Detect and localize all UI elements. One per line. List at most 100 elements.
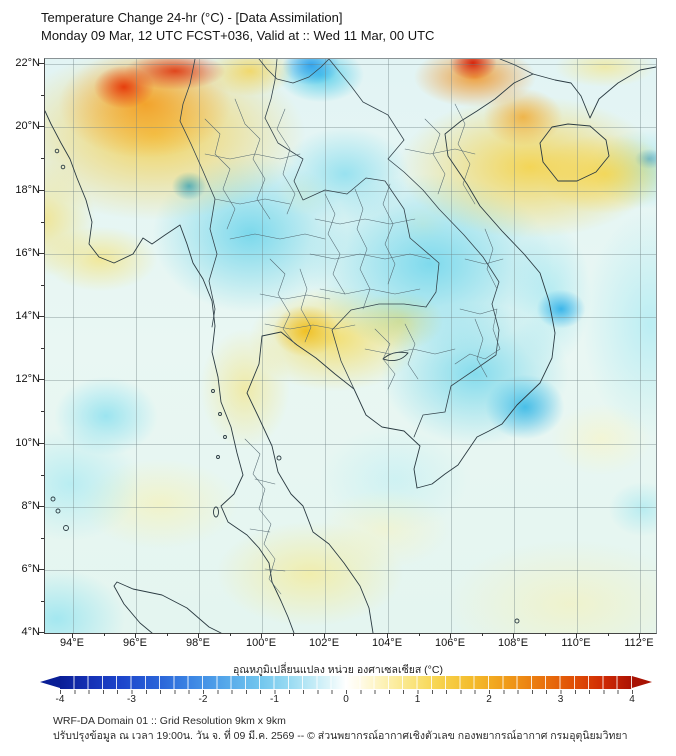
y-minor-tick — [41, 347, 44, 349]
lat-tick-label: 8°N — [21, 500, 40, 512]
colorbar-tick-label: -2 — [198, 694, 208, 705]
x-minor-tick — [544, 633, 546, 636]
chart-title: Temperature Change 24-hr (°C) - [Data As… — [41, 10, 343, 25]
island-mergui-4 — [216, 455, 220, 459]
colorbar-tick-label: 4 — [629, 694, 635, 705]
colorbar-label: อุณหภูมิเปลี่ยนแปลง หน่วย องศาเซลเซียส (… — [233, 664, 443, 676]
footer-update-info: ปรับปรุงข้อมูล ณ เวลา 19:00น. วัน จ. ที่… — [53, 730, 628, 742]
coastline-and-borders-layer — [45, 59, 656, 633]
island-mergui-2 — [218, 412, 222, 416]
x-minor-tick — [229, 633, 231, 636]
y-major-tick — [39, 190, 44, 191]
y-major-tick — [39, 253, 44, 254]
y-major-tick — [39, 63, 44, 64]
lon-tick-label: 104°E — [371, 637, 403, 649]
x-major-tick — [324, 633, 325, 638]
y-minor-tick — [41, 600, 44, 602]
x-major-tick — [639, 633, 640, 638]
colorbar-left-arrow — [40, 676, 60, 688]
x-major-tick — [513, 633, 514, 638]
gridline-horizontal — [45, 254, 656, 255]
lake-tonle-sap — [382, 351, 409, 361]
coastline-mainland — [45, 110, 295, 633]
lat-tick-label: 18°N — [15, 184, 40, 196]
gridline-vertical — [136, 59, 137, 633]
x-minor-tick — [355, 633, 357, 636]
border-china-laos — [258, 59, 330, 84]
lon-tick-label: 98°E — [186, 637, 210, 649]
island-mergui-3 — [223, 435, 227, 439]
border-myanmar-laos — [264, 59, 278, 119]
x-minor-tick — [166, 633, 168, 636]
lon-tick-label: 106°E — [434, 637, 466, 649]
x-minor-tick — [607, 633, 609, 636]
lat-tick-label: 22°N — [15, 57, 40, 69]
y-major-tick — [39, 316, 44, 317]
island-rakhine-1 — [54, 148, 60, 154]
lat-tick-label: 6°N — [21, 563, 40, 575]
gridline-horizontal — [45, 570, 656, 571]
gridline-vertical — [262, 59, 263, 633]
gridline-horizontal — [45, 127, 656, 128]
gridline-horizontal — [45, 444, 656, 445]
gridline-vertical — [577, 59, 578, 633]
colorbar-tick-label: 0 — [343, 694, 349, 705]
temperature-anomaly-field — [45, 59, 656, 633]
lat-tick-label: 4°N — [21, 626, 40, 638]
lon-tick-label: 100°E — [245, 637, 277, 649]
island-nicobar-3 — [63, 525, 69, 531]
colorbar-tick-label: -3 — [127, 694, 136, 705]
x-minor-tick — [292, 633, 294, 636]
gridline-horizontal — [45, 507, 656, 508]
lon-tick-label: 96°E — [123, 637, 147, 649]
lat-tick-label: 20°N — [15, 120, 40, 132]
lon-tick-label: 110°E — [561, 637, 591, 649]
y-minor-tick — [41, 158, 44, 159]
x-major-tick — [576, 633, 577, 638]
gridline-horizontal — [45, 317, 656, 318]
coastline-sumatra — [113, 581, 222, 633]
map-plot-area — [44, 58, 657, 634]
lat-tick-label: 14°N — [15, 310, 40, 322]
border-myanmar-thailand — [179, 59, 218, 328]
y-minor-tick — [41, 221, 44, 223]
island-phuket — [213, 506, 219, 518]
x-major-tick — [72, 633, 73, 638]
border-thailand-laos-mekong — [264, 117, 440, 308]
border-cambodia-vietnam — [413, 303, 500, 438]
coastline-south-china — [532, 66, 656, 119]
gridline-vertical — [640, 59, 641, 633]
island-nicobar-1 — [50, 496, 56, 502]
footer: WRF-DA Domain 01 :: Grid Resolution 9km … — [53, 714, 627, 744]
colorbar-tick-label: 3 — [557, 694, 564, 705]
y-minor-tick — [41, 474, 44, 476]
coastline-gulf-vietnam — [246, 73, 556, 633]
colorbar-gradient — [60, 676, 632, 689]
border-vietnam-china — [499, 59, 534, 75]
x-minor-tick — [418, 633, 420, 636]
colorbar-tick-label: -4 — [55, 694, 65, 705]
gridline-vertical — [388, 59, 389, 633]
colorbar-minor-ticks — [60, 690, 633, 694]
island-samui — [276, 455, 282, 461]
gridline-horizontal — [45, 64, 656, 65]
lon-tick-label: 102°E — [308, 637, 340, 649]
colorbar-tick-label: 2 — [486, 694, 492, 705]
colorbar-tick-label: 1 — [414, 694, 421, 705]
lon-tick-label: 94°E — [60, 637, 84, 649]
gridline-vertical — [325, 59, 326, 633]
colorbar-right-arrow — [632, 676, 652, 688]
x-minor-tick — [481, 633, 483, 636]
gridline-horizontal — [45, 380, 656, 381]
chart-header: Temperature Change 24-hr (°C) - [Data As… — [41, 9, 434, 45]
border-thailand-cambodia — [331, 303, 427, 390]
y-minor-tick — [41, 537, 44, 539]
lat-tick-label: 10°N — [15, 437, 40, 449]
y-major-tick — [39, 443, 44, 444]
x-major-tick — [198, 633, 199, 638]
gridline-vertical — [514, 59, 515, 633]
y-minor-tick — [41, 94, 44, 96]
y-minor-tick — [41, 284, 44, 286]
lat-tick-label: 16°N — [15, 247, 40, 259]
y-major-tick — [39, 506, 44, 507]
